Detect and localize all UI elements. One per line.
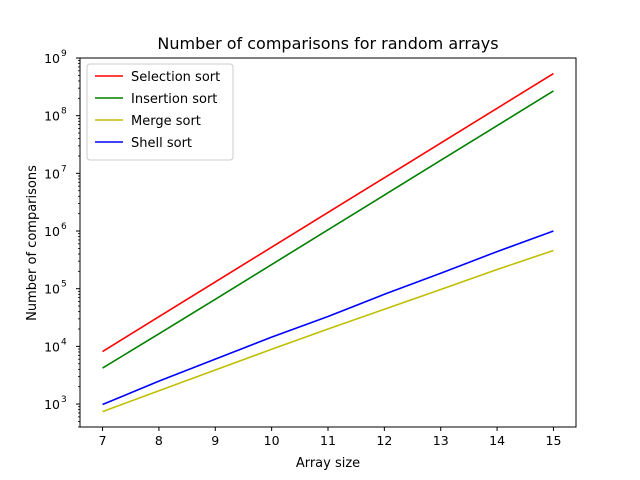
y-axis-label: Number of comparisons [25,165,40,321]
x-axis: 7 8 9 10 11 12 13 14 15 [99,427,562,448]
x-tick-label: 10 [264,433,280,448]
y-tick-label: 10 [44,166,60,181]
y-tick-exponent: 8 [61,107,67,117]
series-layer [102,72,554,413]
y-tick-exponent: 4 [61,337,67,347]
series-line-1 [102,90,554,369]
x-tick-label: 13 [433,433,449,448]
series-line-2 [102,249,554,413]
y-tick-label: 10 [44,51,60,66]
legend-label-1: Insertion sort [131,92,217,107]
x-tick-label: 14 [489,433,505,448]
legend: Selection sort Insertion sort Merge sort Sh… [86,63,234,161]
series-line-0 [102,72,554,353]
y-tick-label: 10 [44,282,60,297]
legend-box [86,63,234,161]
x-tick-label: 11 [320,433,336,448]
y-tick-label: 10 [44,339,60,354]
y-tick-exponent: 3 [61,395,67,405]
x-axis-label: Array size [296,456,360,471]
x-tick-label: 15 [546,433,562,448]
y-tick-exponent: 5 [61,280,67,290]
y-tick-label: 10 [44,397,60,412]
y-tick-exponent: 7 [61,164,67,174]
y-tick-exponent: 9 [61,49,67,59]
x-tick-label: 9 [211,433,219,448]
y-tick-label: 10 [44,224,60,239]
y-tick-exponent: 6 [61,222,67,232]
y-tick-label: 10 [44,109,60,124]
legend-label-0: Selection sort [131,70,220,85]
chart-title: Number of comparisons for random arrays [157,34,498,53]
legend-label-3: Shell sort [131,136,192,151]
x-tick-label: 12 [376,433,392,448]
x-tick-label: 7 [99,433,107,448]
legend-label-2: Merge sort [131,114,201,129]
x-tick-label: 8 [155,433,163,448]
series-line-3 [102,230,554,406]
